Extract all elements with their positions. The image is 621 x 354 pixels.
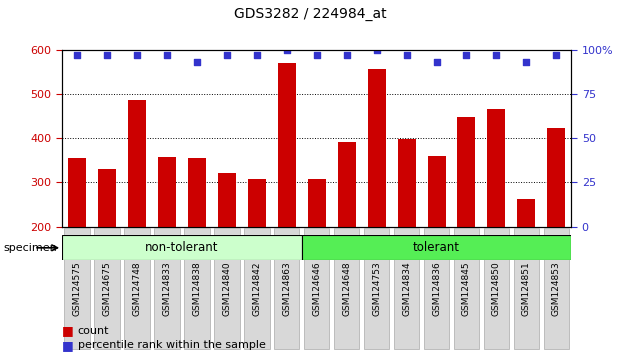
Text: GSM124845: GSM124845: [462, 261, 471, 316]
FancyBboxPatch shape: [424, 228, 449, 349]
Text: GSM124834: GSM124834: [402, 261, 411, 316]
Bar: [278, 63, 296, 315]
Point: [491, 52, 501, 58]
Point: [522, 59, 532, 65]
Bar: [68, 158, 86, 315]
Text: GSM124575: GSM124575: [73, 261, 81, 316]
Point: [282, 47, 292, 52]
Point: [192, 59, 202, 65]
Text: GSM124838: GSM124838: [193, 261, 201, 316]
FancyBboxPatch shape: [543, 228, 569, 349]
Text: percentile rank within the sample: percentile rank within the sample: [78, 340, 266, 350]
Bar: [397, 139, 415, 315]
Bar: [458, 117, 476, 315]
Bar: [338, 143, 356, 315]
Bar: [302, 235, 571, 260]
Point: [162, 52, 172, 58]
Bar: [248, 179, 266, 315]
Bar: [188, 158, 206, 315]
Text: GSM124646: GSM124646: [312, 261, 321, 316]
Bar: [547, 128, 565, 315]
Bar: [98, 169, 116, 315]
Bar: [308, 179, 325, 315]
Point: [102, 52, 112, 58]
FancyBboxPatch shape: [65, 228, 90, 349]
FancyBboxPatch shape: [214, 228, 240, 349]
FancyBboxPatch shape: [454, 228, 479, 349]
Point: [461, 52, 471, 58]
Point: [72, 52, 82, 58]
FancyBboxPatch shape: [274, 228, 299, 349]
Point: [252, 52, 262, 58]
Text: non-tolerant: non-tolerant: [145, 241, 219, 254]
Bar: [487, 109, 505, 315]
FancyBboxPatch shape: [154, 228, 179, 349]
Text: GSM124753: GSM124753: [372, 261, 381, 316]
Text: GSM124840: GSM124840: [222, 261, 232, 316]
Text: ■: ■: [62, 325, 74, 337]
Bar: [368, 69, 386, 315]
Bar: [427, 156, 445, 315]
Text: GSM124842: GSM124842: [252, 261, 261, 316]
FancyBboxPatch shape: [94, 228, 120, 349]
Bar: [218, 173, 236, 315]
FancyBboxPatch shape: [514, 228, 539, 349]
Point: [342, 52, 351, 58]
Point: [312, 52, 322, 58]
Text: ■: ■: [62, 339, 74, 352]
Point: [371, 47, 381, 52]
FancyBboxPatch shape: [304, 228, 329, 349]
Bar: [158, 156, 176, 315]
Point: [132, 52, 142, 58]
FancyBboxPatch shape: [364, 228, 389, 349]
Bar: [128, 99, 146, 315]
Bar: [517, 199, 535, 315]
Text: GSM124748: GSM124748: [132, 261, 142, 316]
Text: specimen: specimen: [3, 243, 57, 253]
Text: GSM124863: GSM124863: [283, 261, 291, 316]
Point: [432, 59, 442, 65]
Text: GSM124648: GSM124648: [342, 261, 351, 316]
Point: [551, 52, 561, 58]
Text: GSM124836: GSM124836: [432, 261, 441, 316]
Text: GSM124850: GSM124850: [492, 261, 501, 316]
Text: tolerant: tolerant: [413, 241, 460, 254]
Point: [402, 52, 412, 58]
FancyBboxPatch shape: [184, 228, 210, 349]
FancyBboxPatch shape: [484, 228, 509, 349]
FancyBboxPatch shape: [334, 228, 360, 349]
Text: count: count: [78, 326, 109, 336]
FancyBboxPatch shape: [244, 228, 270, 349]
Text: GSM124853: GSM124853: [552, 261, 561, 316]
Point: [222, 52, 232, 58]
FancyBboxPatch shape: [394, 228, 419, 349]
Text: GSM124833: GSM124833: [163, 261, 171, 316]
Bar: [62, 235, 302, 260]
Text: GSM124675: GSM124675: [102, 261, 112, 316]
FancyBboxPatch shape: [124, 228, 150, 349]
Text: GSM124851: GSM124851: [522, 261, 531, 316]
Text: GDS3282 / 224984_at: GDS3282 / 224984_at: [234, 7, 387, 21]
